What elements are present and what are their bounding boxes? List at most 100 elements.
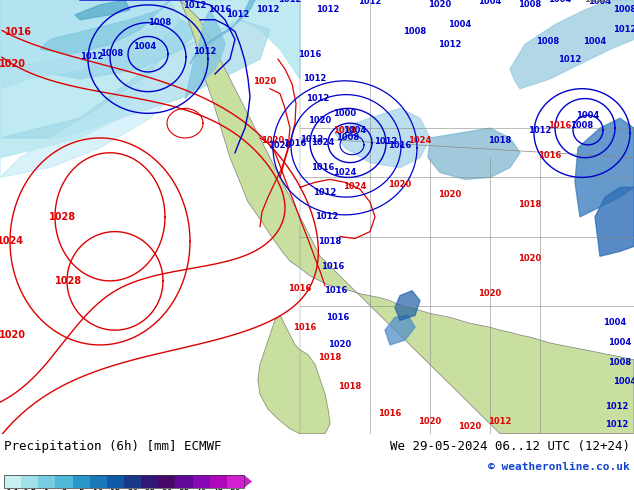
Text: 1020: 1020: [458, 422, 482, 431]
Text: 1016: 1016: [157, 0, 179, 2]
Bar: [72, 475, 90, 488]
Polygon shape: [258, 316, 330, 434]
Text: 1016: 1016: [288, 284, 312, 293]
Polygon shape: [75, 0, 130, 20]
Text: 1020: 1020: [0, 59, 25, 69]
Bar: [210, 475, 227, 488]
Bar: [90, 475, 107, 488]
Polygon shape: [428, 128, 520, 179]
Text: 1012: 1012: [316, 5, 340, 14]
Text: 1004: 1004: [583, 37, 607, 46]
Text: 1012: 1012: [278, 0, 302, 4]
Text: 1012: 1012: [226, 10, 250, 19]
Text: 1016: 1016: [388, 141, 411, 150]
Text: 1020: 1020: [479, 289, 501, 297]
Bar: [141, 475, 158, 488]
Text: 1016: 1016: [321, 262, 345, 270]
Bar: [124, 475, 141, 488]
Polygon shape: [0, 0, 270, 138]
Text: 1012: 1012: [585, 0, 607, 4]
Text: 0.1: 0.1: [5, 489, 20, 490]
Text: 1020: 1020: [308, 116, 332, 125]
Polygon shape: [595, 187, 634, 256]
Text: 1004: 1004: [588, 0, 612, 6]
Text: 1012: 1012: [256, 5, 280, 14]
Text: 1020: 1020: [429, 0, 451, 9]
Polygon shape: [185, 10, 225, 98]
Text: 1012: 1012: [605, 402, 628, 411]
Text: 45: 45: [212, 489, 224, 490]
Text: 1008: 1008: [100, 49, 124, 58]
Text: 1016: 1016: [327, 313, 350, 322]
Bar: [158, 475, 176, 488]
Text: 1020: 1020: [418, 417, 442, 426]
Text: 1: 1: [44, 489, 49, 490]
Polygon shape: [244, 475, 252, 488]
Text: 1018: 1018: [333, 126, 356, 135]
Polygon shape: [180, 0, 634, 434]
Text: 1012: 1012: [81, 52, 104, 61]
Bar: [38, 475, 55, 488]
Text: 1012: 1012: [303, 74, 327, 83]
Text: © weatheronline.co.uk: © weatheronline.co.uk: [488, 462, 630, 472]
Bar: [193, 475, 210, 488]
Text: 1004: 1004: [613, 377, 634, 387]
Text: 1004: 1004: [133, 42, 157, 51]
Bar: [4, 475, 21, 488]
Text: 15: 15: [110, 489, 121, 490]
Text: We 29-05-2024 06..12 UTC (12+24): We 29-05-2024 06..12 UTC (12+24): [390, 440, 630, 453]
Text: 1004: 1004: [604, 318, 626, 327]
Polygon shape: [510, 0, 634, 89]
Polygon shape: [395, 291, 420, 320]
Text: 1020: 1020: [519, 254, 541, 263]
Text: 1028: 1028: [55, 276, 82, 286]
Text: 5: 5: [78, 489, 84, 490]
Text: 1012: 1012: [374, 137, 398, 146]
Bar: [176, 475, 193, 488]
Text: 1020: 1020: [438, 190, 462, 199]
Text: 1024: 1024: [0, 237, 23, 246]
Text: 1016: 1016: [294, 323, 317, 332]
Text: 1012: 1012: [528, 126, 552, 135]
Text: 25: 25: [144, 489, 155, 490]
Text: 1020: 1020: [389, 180, 411, 189]
Text: 1012: 1012: [306, 94, 330, 103]
Text: 1008: 1008: [148, 18, 172, 26]
Text: 0.5: 0.5: [23, 489, 37, 490]
Text: 1004: 1004: [576, 111, 600, 120]
Text: 1008: 1008: [614, 5, 634, 14]
Text: 1016: 1016: [299, 49, 321, 59]
Text: 1008: 1008: [337, 133, 359, 142]
Bar: [4, 475, 244, 488]
Polygon shape: [0, 59, 185, 177]
Bar: [107, 475, 124, 488]
Polygon shape: [385, 316, 415, 345]
Text: 1028: 1028: [48, 212, 75, 222]
Text: 1012: 1012: [559, 54, 581, 64]
Text: 1004: 1004: [548, 0, 572, 4]
Polygon shape: [335, 108, 430, 168]
Text: 1016: 1016: [378, 409, 402, 418]
Text: 1000: 1000: [333, 109, 356, 118]
Text: 1020: 1020: [261, 136, 285, 145]
Text: 1020: 1020: [0, 330, 25, 340]
Bar: [55, 475, 72, 488]
Text: 1024: 1024: [344, 182, 366, 191]
Text: 2: 2: [61, 489, 67, 490]
Polygon shape: [0, 0, 200, 79]
Polygon shape: [575, 118, 634, 217]
Text: 1018: 1018: [318, 237, 342, 246]
Polygon shape: [0, 0, 180, 89]
Text: 1004: 1004: [344, 126, 366, 135]
Text: 1018: 1018: [318, 353, 342, 362]
Text: 40: 40: [195, 489, 207, 490]
Text: Precipitation (6h) [mm] ECMWF: Precipitation (6h) [mm] ECMWF: [4, 440, 221, 453]
Text: 1008: 1008: [571, 121, 593, 130]
Text: 1016: 1016: [311, 163, 335, 172]
Text: 1024: 1024: [408, 136, 432, 145]
Text: 50: 50: [230, 489, 241, 490]
Text: 1020: 1020: [268, 141, 292, 150]
Text: 1016: 1016: [283, 139, 307, 148]
Bar: [227, 475, 244, 488]
Text: 1018: 1018: [339, 382, 361, 392]
